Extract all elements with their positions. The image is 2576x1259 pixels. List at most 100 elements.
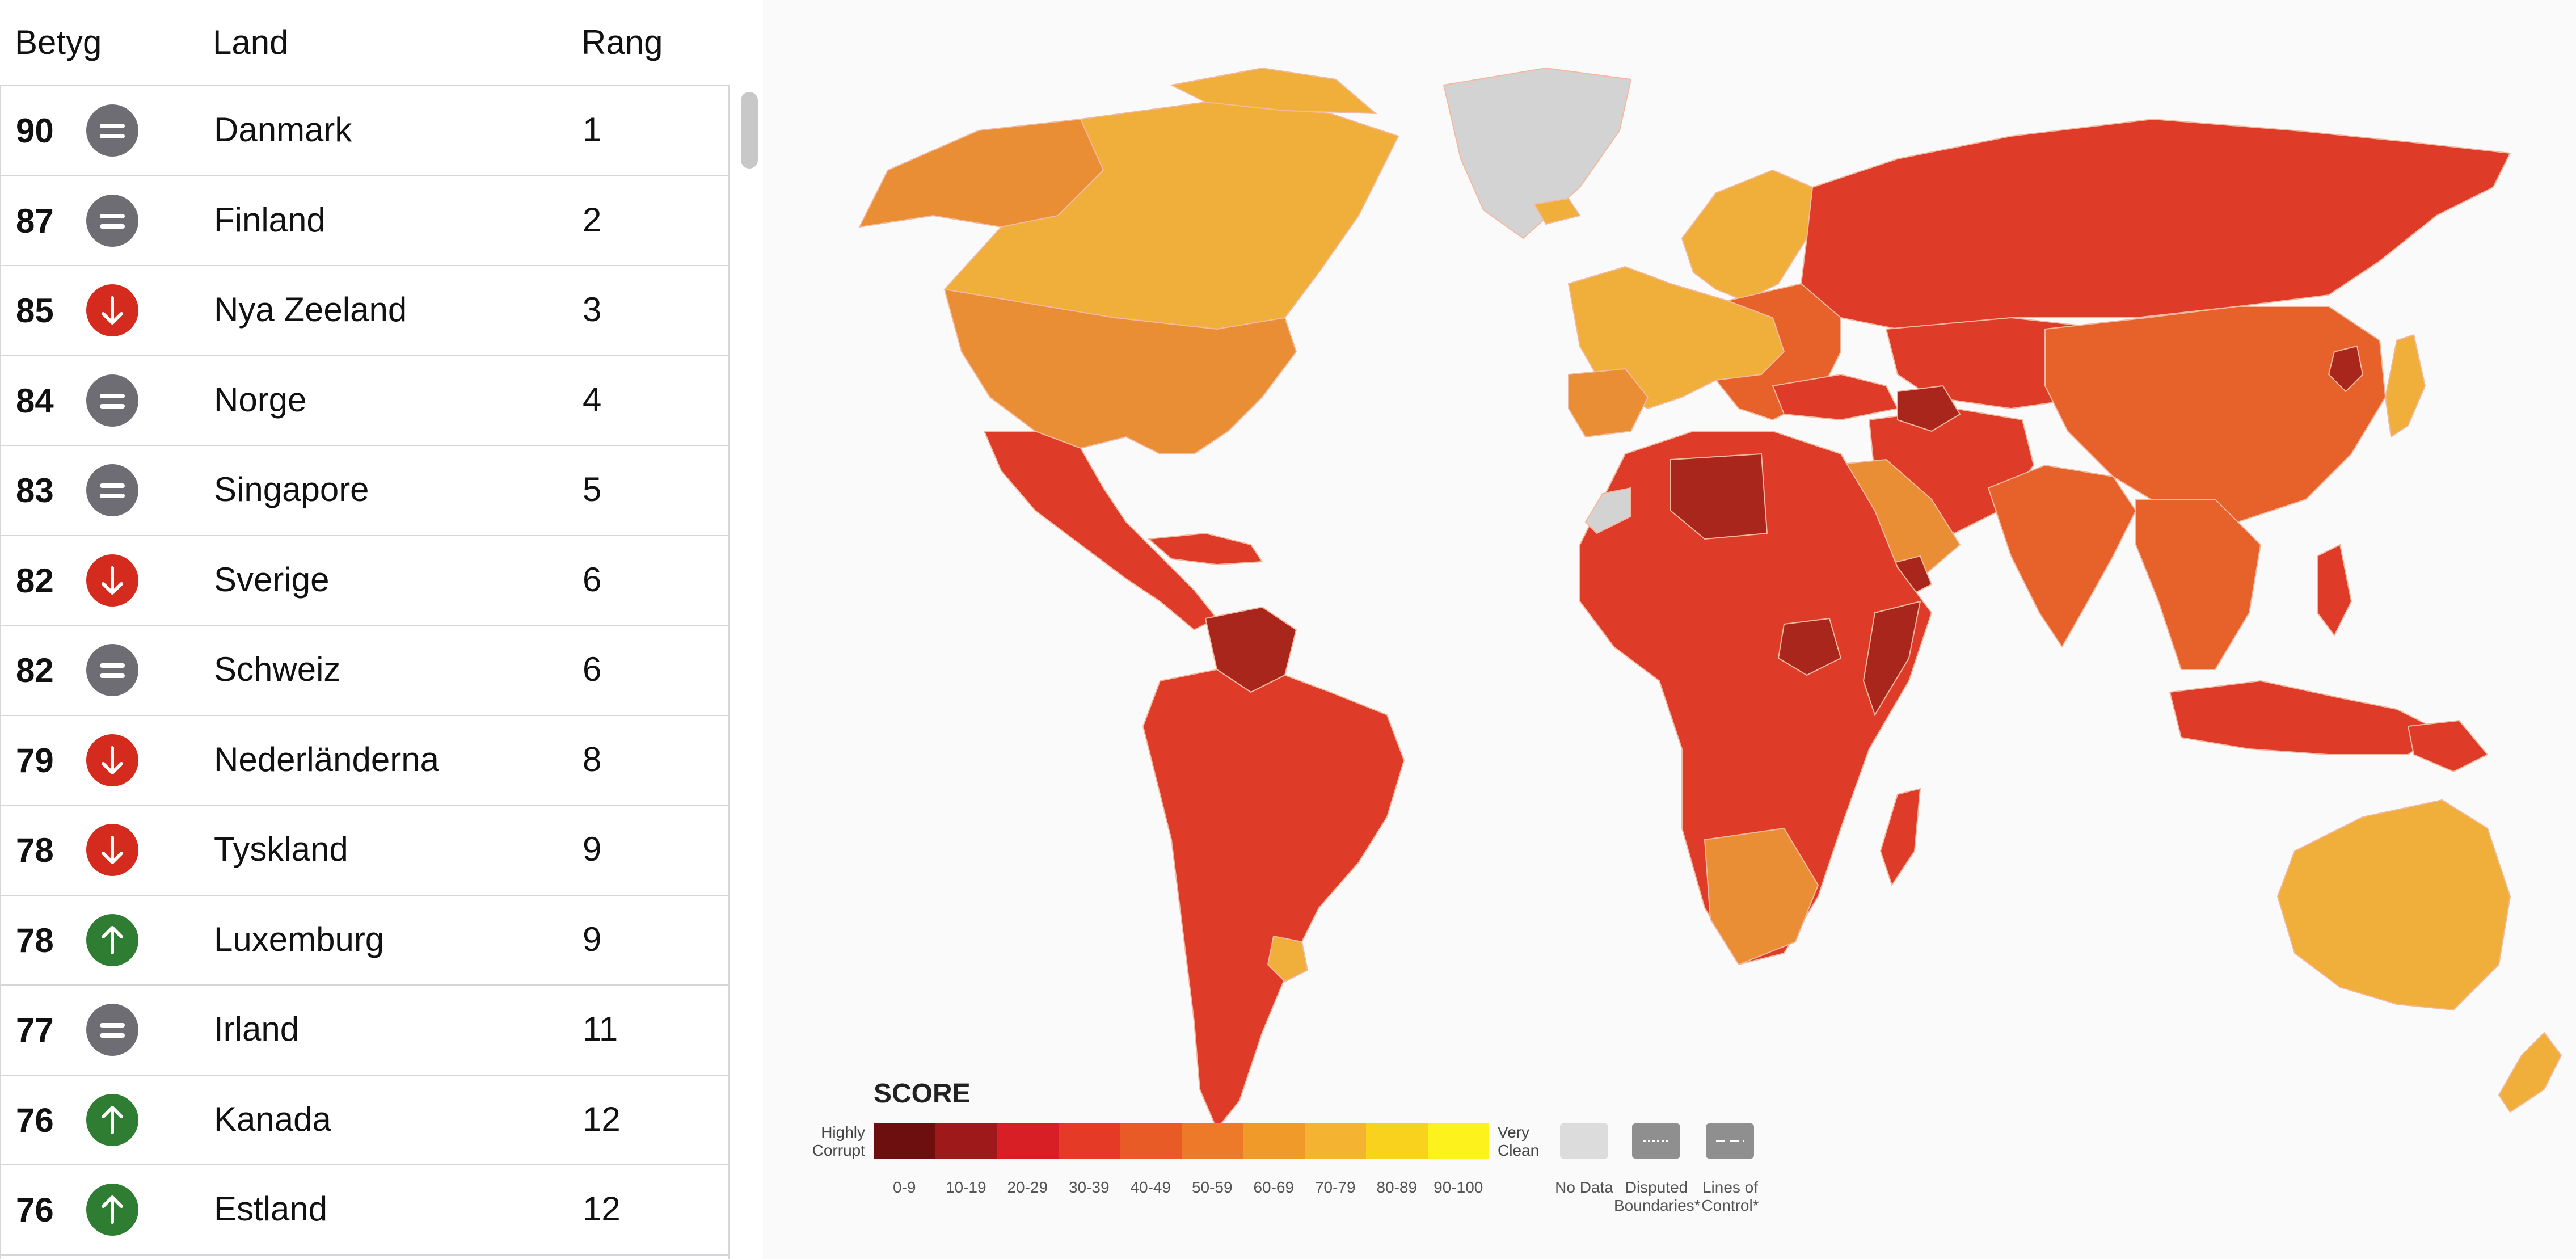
region-philippines[interactable] — [2317, 544, 2352, 637]
ramp-step — [935, 1123, 997, 1159]
legend-color-ramp — [874, 1123, 1489, 1159]
region-south-america[interactable] — [1142, 668, 1405, 1130]
rank-value: 8 — [583, 740, 602, 778]
table-row[interactable]: 82 Sverige 6 — [1, 536, 728, 626]
score-value: 84 — [16, 381, 54, 420]
score-value: 82 — [16, 561, 54, 600]
region-south-sudan[interactable] — [1777, 617, 1842, 676]
country-name: Finland — [214, 200, 326, 239]
rank-value: 6 — [583, 560, 602, 599]
ramp-step — [997, 1123, 1059, 1159]
country-name: Tyskland — [214, 830, 348, 868]
range-label: 0-9 — [893, 1178, 916, 1196]
table-row[interactable]: 78 Luxemburg 9 — [1, 896, 728, 986]
table-row[interactable]: 77 Irland 11 — [1, 986, 728, 1076]
region-indonesia[interactable] — [2169, 680, 2443, 755]
equal-icon — [86, 374, 138, 427]
score-value: 76 — [16, 1191, 54, 1229]
score-value: 78 — [16, 921, 54, 959]
table-row[interactable]: 78 Tyskland 9 — [1, 806, 728, 896]
region-usa[interactable] — [943, 288, 1297, 454]
rank-value: 2 — [583, 200, 602, 239]
table-row[interactable]: 79 Nederländerna 8 — [1, 716, 728, 806]
table-scrollbar[interactable] — [737, 85, 761, 1259]
region-australia[interactable] — [2276, 799, 2511, 1011]
rank-value: 6 — [583, 650, 602, 688]
rank-value: 9 — [583, 830, 602, 868]
region-greenland[interactable] — [1443, 67, 1632, 239]
region-india[interactable] — [1987, 464, 2137, 648]
equal-icon — [86, 464, 138, 516]
equal-icon — [86, 1004, 138, 1056]
legend-high-label: Very Clean — [1498, 1123, 1566, 1160]
scrollbar-thumb[interactable] — [741, 92, 758, 169]
rank-value: 1 — [583, 111, 602, 149]
ramp-step — [1427, 1123, 1489, 1159]
rank-value: 4 — [583, 380, 602, 419]
region-western-sahara[interactable] — [1584, 487, 1631, 534]
legend-high-label-line2: Clean — [1498, 1142, 1540, 1159]
region-iceland[interactable] — [1533, 197, 1581, 225]
loc-label-line2: Control* — [1701, 1197, 1759, 1214]
header-country[interactable]: Land — [213, 23, 289, 61]
country-name: Kanada — [214, 1100, 331, 1138]
ramp-step — [1366, 1123, 1428, 1159]
table-row[interactable]: 76 Estland 12 — [1, 1165, 728, 1256]
ranking-table: Betyg Land Rang 90 Danmark 1 87 Finland 2 85… — [0, 0, 763, 1259]
score-value: 90 — [16, 112, 54, 150]
region-caribbean[interactable] — [1147, 532, 1263, 566]
range-label: 20-29 — [1007, 1178, 1048, 1196]
table-row[interactable]: 87 Finland 2 — [1, 176, 728, 266]
legend-low-label-line1: Highly — [821, 1123, 865, 1141]
table-row[interactable]: 82 Schweiz 6 — [1, 626, 728, 716]
region-uruguay[interactable] — [1267, 935, 1309, 983]
country-name: Singapore — [214, 470, 369, 508]
ramp-step — [1181, 1123, 1243, 1159]
no-data-swatch — [1560, 1123, 1608, 1159]
ramp-step — [1120, 1123, 1182, 1159]
country-name: Danmark — [214, 111, 352, 149]
score-value: 87 — [16, 201, 54, 240]
region-somalia[interactable] — [1862, 600, 1921, 717]
range-label: 80-89 — [1376, 1178, 1418, 1196]
table-row[interactable]: 84 Norge 4 — [1, 356, 728, 446]
range-label: 90-100 — [1434, 1178, 1483, 1196]
region-afghanistan[interactable] — [1897, 385, 1961, 432]
rank-value: 11 — [583, 1010, 618, 1048]
range-label: 30-39 — [1068, 1178, 1110, 1196]
header-score[interactable]: Betyg — [15, 23, 102, 61]
score-value: 78 — [16, 831, 54, 869]
region-southern-africa[interactable] — [1704, 827, 1819, 966]
legend-high-label-line1: Very — [1498, 1123, 1530, 1141]
arrow-down-icon — [86, 554, 138, 607]
region-new-zealand[interactable] — [2498, 1031, 2562, 1113]
ramp-step — [1243, 1123, 1305, 1159]
lines-of-control-label: Lines of Control* — [1693, 1178, 1767, 1215]
disputed-label-line1: Disputed — [1625, 1178, 1688, 1196]
region-iberia[interactable] — [1568, 368, 1649, 438]
table-row[interactable]: 76 Kanada 12 — [1, 1076, 728, 1165]
region-libya[interactable] — [1670, 453, 1768, 540]
region-arctic-islands[interactable] — [1169, 67, 1377, 115]
arrow-up-icon — [86, 1184, 138, 1236]
region-mexico[interactable] — [983, 431, 1218, 631]
region-china[interactable] — [2044, 306, 2387, 523]
header-rank[interactable]: Rang — [581, 23, 663, 61]
legend-range-labels: 0-9 10-19 20-29 30-39 40-49 50-59 60-69 … — [874, 1178, 1489, 1201]
table-body: 90 Danmark 1 87 Finland 2 85 Nya Zeeland 3 84 N… — [0, 85, 730, 1259]
region-madagascar[interactable] — [1879, 788, 1921, 887]
table-row[interactable]: 85 Nya Zeeland 3 — [1, 266, 728, 356]
equal-icon — [86, 104, 138, 157]
ramp-step — [874, 1123, 935, 1159]
region-southeast-asia[interactable] — [2135, 499, 2262, 670]
score-legend: SCORE Highly Corrupt Very Clean 0-9 10-1… — [808, 1075, 1773, 1245]
region-russia[interactable] — [1800, 118, 2511, 330]
no-data-label: No Data — [1555, 1178, 1613, 1196]
region-scandinavia[interactable] — [1681, 169, 1814, 302]
table-row[interactable]: 90 Danmark 1 — [1, 86, 728, 176]
ramp-step — [1304, 1123, 1366, 1159]
table-row[interactable]: 83 Singapore 5 — [1, 446, 728, 536]
region-north-korea[interactable] — [2328, 345, 2364, 393]
region-japan[interactable] — [2384, 334, 2426, 438]
region-papua[interactable] — [2407, 719, 2489, 773]
